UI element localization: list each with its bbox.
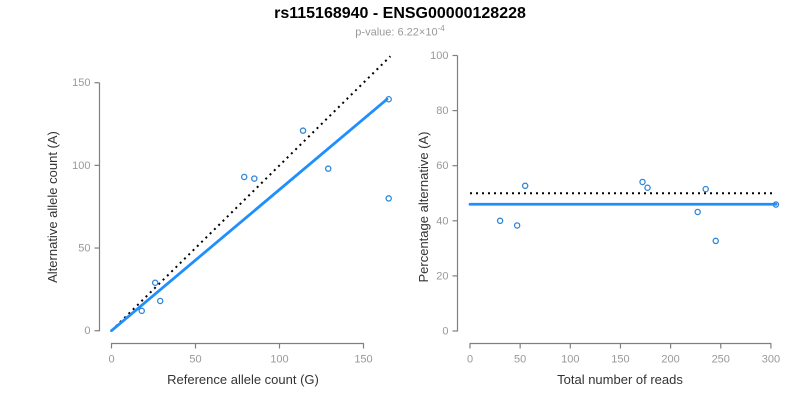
y-tick-label: 80: [436, 105, 448, 117]
y-tick-label: 60: [436, 160, 448, 172]
x-axis-title: Reference allele count (G): [167, 372, 319, 387]
data-point: [702, 185, 709, 193]
reference-dotted-line: [110, 55, 392, 332]
x-tick-label: 150: [611, 354, 629, 366]
x-tick-label: 250: [712, 354, 730, 366]
data-point: [299, 127, 307, 134]
data-point: [324, 165, 332, 172]
data-point: [644, 184, 651, 191]
y-tick-label: 40: [436, 215, 448, 227]
x-tick-label: 50: [514, 354, 526, 366]
fit-line: [110, 97, 389, 333]
data-point: [639, 178, 646, 186]
x-tick-label: 0: [467, 354, 473, 366]
y-tick-label: 50: [78, 243, 90, 255]
y-tick-label: 100: [72, 160, 90, 172]
y-tick-label: 0: [442, 326, 448, 338]
data-point: [712, 237, 719, 245]
data-point: [156, 297, 164, 305]
y-tick-label: 100: [430, 50, 448, 62]
data-point: [151, 279, 159, 287]
x-axis-title: Total number of reads: [557, 372, 683, 387]
x-tick-label: 50: [189, 354, 201, 366]
data-point: [251, 175, 258, 182]
page-title: rs115168940 - ENSG00000128228: [274, 5, 526, 22]
data-point: [385, 95, 392, 103]
data-point: [496, 217, 504, 225]
data-point: [240, 173, 248, 181]
y-tick-label: 0: [84, 325, 90, 337]
x-tick-label: 0: [108, 354, 114, 366]
x-tick-label: 150: [354, 354, 372, 366]
pvalue-exponent: -4: [437, 24, 445, 33]
data-point: [521, 182, 529, 190]
x-tick-label: 200: [661, 354, 679, 366]
data-point: [138, 307, 145, 315]
pvalue-subtitle: p-value: 6.22×10-4: [0, 24, 800, 39]
y-axis-title: Alternative allele count (A): [45, 131, 60, 283]
pvalue-text: p-value: 6.22×10: [355, 26, 438, 39]
data-point: [385, 195, 392, 202]
x-tick-label: 300: [762, 354, 780, 366]
data-point: [513, 222, 521, 229]
x-tick-label: 100: [270, 354, 288, 366]
y-tick-label: 150: [72, 77, 90, 89]
x-tick-label: 100: [561, 354, 579, 366]
y-axis-title: Percentage alternative (A): [416, 131, 431, 282]
data-point: [694, 208, 701, 216]
data-point: [772, 201, 780, 208]
y-tick-label: 20: [436, 270, 448, 282]
